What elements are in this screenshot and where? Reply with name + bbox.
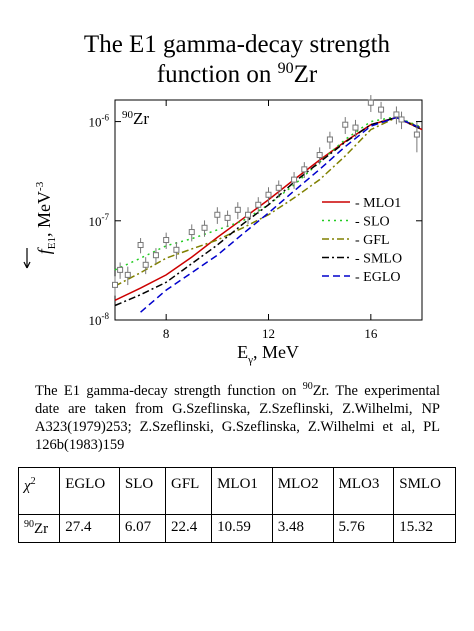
legend-label: - GFL — [355, 233, 390, 248]
y-tick-sup: -8 — [102, 311, 110, 321]
y-tick-label: 10-8 — [89, 311, 110, 328]
data-point — [291, 176, 298, 183]
table-cell: GFL — [164, 467, 213, 515]
y-tick-label: 10-6 — [89, 113, 110, 130]
caption-text: Zr. The experimental date are taken from… — [35, 382, 440, 453]
data-point — [378, 106, 385, 113]
data-point — [352, 124, 359, 131]
table-cell: MLO3 — [332, 467, 395, 515]
data-point — [234, 206, 241, 213]
data-point — [152, 252, 159, 259]
data-point — [326, 136, 333, 143]
data-point — [142, 261, 149, 268]
data-point — [255, 201, 262, 208]
data-point — [124, 271, 131, 278]
table-cell: MLO1 — [211, 467, 273, 515]
annotation-sup: 90 — [122, 109, 134, 121]
caption: The E1 gamma-decay strength function on … — [35, 378, 440, 454]
results-table: χ2 EGLO SLO GFL MLO1 MLO2 MLO3 SMLO 90Zr 27.4 6.07… — [17, 467, 456, 543]
legend-label: - SLO — [355, 215, 390, 230]
cell-text: Zr — [34, 521, 49, 537]
x-label-sub: γ — [247, 354, 253, 366]
title-line2: function on 90Zr — [157, 60, 318, 88]
arrow-head — [23, 261, 28, 269]
y-tick-base: 10 — [89, 115, 102, 130]
data-point — [224, 214, 231, 221]
table-cell: 6.07 — [118, 514, 167, 543]
data-point — [342, 121, 349, 128]
series-line — [114, 116, 423, 287]
cell-sup: 90 — [24, 519, 34, 530]
table-cell: 5.76 — [332, 514, 395, 543]
legend-label: - MLO1 — [355, 196, 401, 211]
data-point — [117, 266, 124, 273]
annotation-text: Zr — [133, 109, 149, 128]
legend-label: - SMLO — [355, 252, 402, 267]
legend-label: - EGLO — [355, 270, 401, 285]
caption-text: The E1 gamma-decay strength function on — [35, 382, 303, 399]
x-label-tail: , MeV — [253, 342, 299, 362]
data-point — [393, 111, 400, 118]
data-point — [112, 281, 118, 288]
y-label-f: f — [34, 246, 54, 254]
cell-text: χ — [24, 478, 31, 494]
vector-arrow — [23, 248, 31, 269]
y-tick-sup: -6 — [102, 113, 110, 123]
x-tick-label: 16 — [364, 326, 378, 341]
caption-sup: 90 — [302, 381, 313, 392]
table-cell: MLO2 — [271, 467, 334, 515]
title-text: function on — [157, 61, 278, 88]
data-point — [163, 237, 170, 244]
x-label-text: E — [237, 342, 248, 362]
title-line1: The E1 gamma-decay strength — [84, 31, 391, 58]
data-point — [214, 211, 221, 218]
y-tick-label: 10-7 — [89, 212, 110, 229]
x-tick-label: 12 — [262, 326, 275, 341]
table-cell: 90Zr — [17, 514, 61, 543]
table-cell: SMLO — [393, 467, 456, 515]
y-label-sub: E1 — [46, 237, 58, 249]
header-row: χ2 EGLO SLO GFL MLO1 MLO2 MLO3 SMLO — [17, 467, 456, 515]
title-sup: 90 — [278, 60, 294, 77]
data-point — [137, 242, 144, 249]
table-cell: 15.32 — [393, 514, 456, 543]
data-point — [201, 224, 208, 231]
table-cell: EGLO — [59, 467, 120, 515]
table-cell: SLO — [118, 467, 167, 515]
data-point — [275, 184, 282, 191]
data-point — [398, 116, 405, 123]
series-line — [140, 116, 423, 313]
chart: The E1 gamma-decay strength function on … — [23, 31, 423, 366]
table-row: 90Zr 27.4 6.07 22.4 10.59 3.48 5.76 15.32 — [17, 514, 456, 543]
cell-sup: 2 — [30, 476, 36, 487]
arrow-head — [26, 261, 31, 269]
x-tick-label: 8 — [163, 326, 170, 341]
y-tick-sup: -7 — [102, 212, 110, 222]
data-point — [265, 191, 272, 198]
table-cell: 22.4 — [164, 514, 213, 543]
table-cell: χ2 — [17, 467, 61, 515]
table-body: χ2 EGLO SLO GFL MLO1 MLO2 MLO3 SMLO 90Zr 27.4 6.07… — [17, 467, 456, 543]
annotation: 90Zr — [122, 109, 149, 128]
table-cell: 27.4 — [59, 514, 120, 543]
table-cell: 10.59 — [211, 514, 273, 543]
y-label-text: , MeV — [34, 191, 54, 237]
series-line — [114, 116, 423, 307]
y-axis-label: fE1, MeV-3 — [34, 181, 58, 254]
title-tail: Zr — [294, 61, 318, 88]
y-label: fE1, MeV-3 — [34, 181, 58, 254]
table-cell: 3.48 — [271, 514, 334, 543]
data-point — [188, 229, 195, 236]
data-point — [173, 246, 180, 253]
data-point — [301, 166, 308, 173]
y-label-sup: -3 — [34, 181, 46, 191]
data-point — [245, 211, 252, 218]
y-tick-base: 10 — [89, 214, 102, 229]
data-point — [413, 131, 420, 138]
data-point — [367, 99, 374, 106]
data-point — [316, 152, 323, 159]
y-tick-base: 10 — [89, 313, 102, 328]
x-axis-label: Eγ, MeV — [237, 342, 299, 366]
